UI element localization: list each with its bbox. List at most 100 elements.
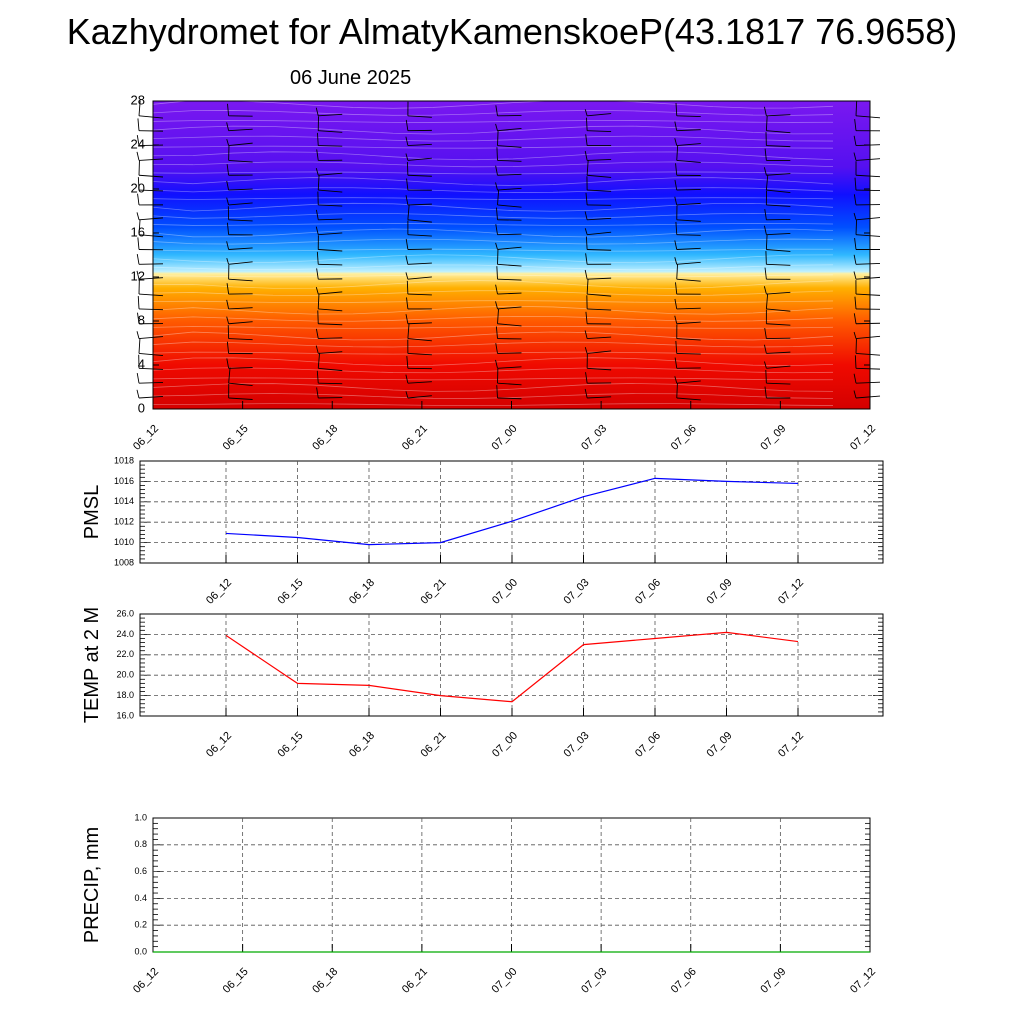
y-axis-title: TEMP at 2 M <box>81 607 103 723</box>
x-tick-label: 06_18 <box>310 423 340 453</box>
wind-barb-shaft <box>587 396 612 399</box>
wind-barb-flag <box>585 372 588 384</box>
wind-barb-shaft <box>138 293 164 297</box>
x-tick-label: 07_06 <box>669 423 699 453</box>
wind-barb-shaft <box>318 145 343 147</box>
contour-line <box>152 135 834 142</box>
wind-barb-shaft <box>587 293 612 297</box>
wind-barb-shaft <box>228 278 253 282</box>
wind-barb-shaft <box>407 219 432 223</box>
wind-barb-flag <box>764 361 767 369</box>
wind-barb-flag <box>137 312 140 324</box>
x-tick-label: 07_09 <box>705 577 735 607</box>
wind-barb-flag <box>315 168 319 176</box>
y-tick-label: 28 <box>131 92 145 107</box>
wind-barb-flag <box>675 221 678 235</box>
wind-barb-flag <box>405 374 409 384</box>
wind-barb-flag <box>853 194 857 206</box>
wind-barb-shaft <box>138 336 164 340</box>
wind-barb-shaft <box>587 308 612 311</box>
wind-barb-shaft <box>318 189 343 193</box>
wind-barb-shaft <box>318 263 343 266</box>
wind-barb-shaft <box>676 380 701 384</box>
wind-barb-shaft <box>407 157 432 161</box>
wind-barb-flag <box>585 134 588 146</box>
wind-barb-flag <box>584 109 588 116</box>
wind-barb-shaft <box>407 234 432 237</box>
wind-barb-shaft <box>587 336 612 340</box>
wind-barb-shaft <box>228 307 253 310</box>
y-tick-label: 0.2 <box>134 920 147 930</box>
wind-barb-shaft <box>855 367 881 370</box>
wind-barb-flag <box>226 358 230 369</box>
wind-barb-shaft <box>766 249 791 252</box>
wind-barb-flag <box>228 367 231 384</box>
wind-barb-flag <box>136 389 140 399</box>
y-tick-label: 0.0 <box>134 946 147 956</box>
wind-barb-shaft <box>228 397 253 400</box>
wind-barb-flag <box>138 219 141 235</box>
wind-barb-shaft <box>497 173 522 176</box>
wind-barb-shaft <box>138 217 164 221</box>
wind-barb-shaft <box>407 322 432 325</box>
contour-line <box>152 238 834 245</box>
wind-barb-flag <box>495 123 498 131</box>
wind-barb-flag <box>853 212 857 220</box>
y-tick-label: 24.0 <box>116 629 134 639</box>
wind-barb-flag <box>854 238 857 250</box>
wind-barb-shaft <box>855 276 881 280</box>
wind-barb-shaft <box>318 172 343 176</box>
temperature-panel: 16.0 18.0 20.0 22.0 24.0 26.0 06_12 06_15 06_18 0… <box>81 607 884 760</box>
wind-barb-flag <box>855 101 858 116</box>
wind-barb-flag <box>405 272 409 280</box>
x-tick-label: 06_15 <box>221 423 251 453</box>
wind-barb-flag <box>136 372 140 384</box>
wind-barb-flag <box>586 160 589 176</box>
precipitation-panel: 0.0 0.2 0.4 0.6 0.8 1.0 06_12 06_15 06_18 06_21 07… <box>81 812 878 995</box>
wind-barb-shaft <box>587 174 612 178</box>
wind-barb-shaft <box>497 306 522 310</box>
wind-barb-shaft <box>497 204 522 208</box>
x-tick-label: 07_03 <box>579 966 609 996</box>
wind-barb-flag <box>855 219 858 235</box>
wind-barb-flag <box>495 284 498 295</box>
x-tick-label: 06_12 <box>131 966 161 996</box>
wind-barb-flag <box>136 151 140 161</box>
wind-barb-shaft <box>497 352 522 354</box>
wind-barb-shaft <box>318 291 343 295</box>
wind-barb-shaft <box>497 233 522 236</box>
contour-line <box>152 202 834 212</box>
wind-barb-flag <box>495 224 498 235</box>
contour-line <box>152 403 834 407</box>
wind-barb-flag <box>405 136 409 146</box>
x-tick-label: 06_12 <box>204 730 234 760</box>
wind-barb-shaft <box>497 366 522 369</box>
wind-barb-flag <box>315 345 319 354</box>
wind-barb-shaft <box>676 188 701 191</box>
wind-barb-shaft <box>407 143 432 146</box>
wind-barb-flag <box>676 145 679 161</box>
y-tick-label: 1016 <box>114 476 134 486</box>
wind-barb-shaft <box>228 128 253 132</box>
wind-barb-shaft <box>497 292 522 295</box>
plot-frame <box>139 460 884 564</box>
contour-line <box>152 383 834 392</box>
wind-barb-flag <box>317 294 320 309</box>
wind-barb-flag <box>854 119 857 131</box>
wind-barb-flag <box>675 102 678 116</box>
wind-barb-flag <box>495 165 498 176</box>
contour-line <box>152 280 834 289</box>
wind-barb-flag <box>764 327 767 339</box>
wind-barb-flag <box>226 257 230 265</box>
wind-barb-flag <box>495 182 498 191</box>
wind-barb-shaft <box>497 128 522 132</box>
wind-barb-shaft <box>407 338 432 342</box>
wind-barb-flag <box>765 369 767 384</box>
wind-barb-shaft <box>318 337 343 340</box>
wind-barb-flag <box>495 105 498 116</box>
wind-barb-flag <box>226 180 230 191</box>
wind-barb-flag <box>226 341 230 354</box>
y-tick-label: 1010 <box>114 537 134 547</box>
wind-barb-shaft <box>766 323 791 326</box>
wind-barb-shaft <box>228 202 253 206</box>
